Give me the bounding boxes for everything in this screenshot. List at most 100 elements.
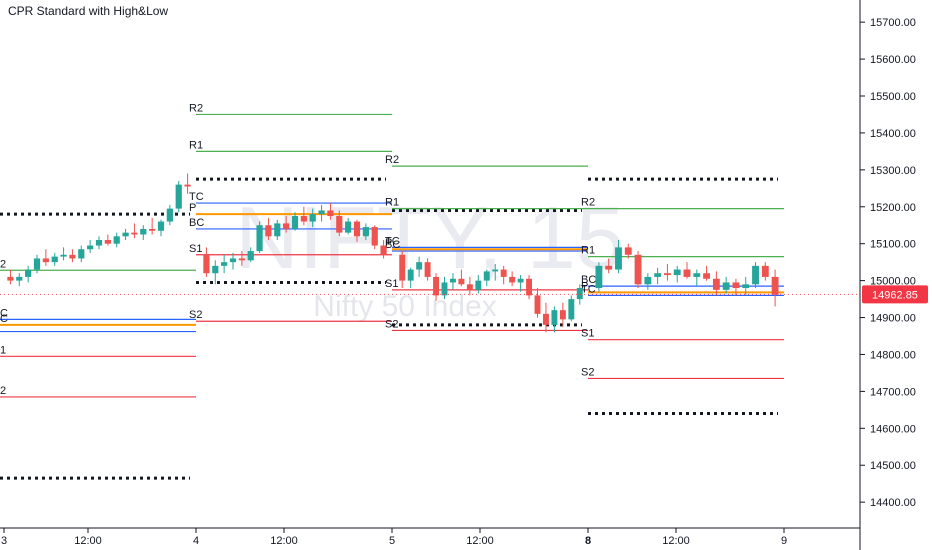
level-r1-label: R1 [385, 197, 399, 209]
candle-body [221, 262, 228, 266]
axes [0, 0, 861, 550]
price-tick-label: 15700.00 [870, 17, 916, 29]
candle-body [551, 310, 558, 325]
candle-body [466, 284, 473, 290]
candle-body [703, 273, 711, 279]
candle-body [104, 240, 111, 244]
price-tick-label: 14700.00 [870, 386, 916, 398]
candle-body [25, 269, 32, 277]
candle-body [683, 269, 691, 277]
candle-body [742, 284, 750, 288]
time-tick-label: 5 [389, 535, 395, 547]
price-axis[interactable]: 15700.00 15600.00 15500.00 15400.00 15300.00… [860, 17, 916, 509]
candle-body [166, 208, 173, 222]
candle-body [458, 278, 465, 285]
level-s1-label: S1 [385, 278, 398, 290]
level-p-label: P [189, 202, 196, 214]
candle-body [761, 265, 769, 277]
candle-body [605, 265, 613, 270]
candle-body [712, 278, 720, 290]
candle-body [517, 278, 524, 283]
candle-body [318, 210, 325, 215]
candle-body [615, 247, 622, 270]
level-label-truncated: 2 [0, 258, 6, 270]
candle-body [752, 265, 759, 285]
watermark: NIFTY, 15 Nifty 50 Index [235, 188, 625, 323]
candle-body [722, 282, 730, 290]
watermark-name: Nifty 50 Index [313, 290, 496, 323]
level-r1-label: R1 [581, 245, 595, 257]
candle-body [140, 228, 147, 235]
time-tick-label: 3 [1, 535, 7, 547]
level-bc-label: BC [581, 274, 596, 286]
time-tick-label: 12:00 [74, 535, 102, 547]
candle-body [265, 225, 272, 237]
level-r2-label: R2 [581, 197, 595, 209]
cpr-levels: R2R1TCPBCS1S2R2R1TCPBCS1S2R2R1BCPTCS1S22… [0, 102, 784, 480]
level-p-label: P [581, 280, 588, 292]
level-tc-label: TC [385, 235, 400, 247]
candle-body [416, 262, 423, 270]
candle-body [69, 254, 76, 259]
level-s2-label: S2 [581, 366, 594, 378]
candle-body [732, 282, 740, 288]
candle-body [175, 184, 182, 209]
time-tick-label: 8 [585, 535, 591, 547]
candle-body [78, 249, 85, 259]
candle-body [673, 269, 681, 276]
candle-body [663, 273, 671, 276]
candle-body [433, 276, 440, 296]
candle-body [274, 223, 281, 237]
last-price-badge [862, 285, 928, 304]
time-tick-label: 9 [781, 535, 787, 547]
price-tick-label: 15400.00 [870, 128, 916, 140]
candle-body [16, 276, 23, 281]
candle-body [424, 262, 431, 277]
candle-body [157, 221, 165, 231]
time-tick-label: 12:00 [466, 535, 494, 547]
level-s2-label: S2 [189, 309, 202, 321]
level-s2-label: S2 [385, 318, 398, 330]
candle-body [644, 276, 652, 285]
candle-body [122, 232, 129, 237]
candle-body [771, 276, 779, 295]
price-tick-label: 15000.00 [870, 276, 916, 288]
level-tc-label: TC [581, 283, 596, 295]
candle-body [483, 271, 490, 281]
candle-body [60, 254, 67, 257]
level-s1-label: S1 [189, 243, 202, 255]
candle-body [149, 228, 156, 231]
time-tick-label: 12:00 [662, 535, 690, 547]
candle-body [238, 258, 245, 261]
candle-body [559, 310, 566, 320]
candle-body [634, 254, 642, 285]
price-tick-label: 14900.00 [870, 313, 916, 325]
candle-body [229, 258, 237, 263]
candle-body [654, 273, 662, 277]
candle-body [7, 276, 14, 281]
level-s1-label: S1 [581, 328, 594, 340]
candle-body [300, 216, 307, 222]
level-tc-label: TC [189, 191, 204, 203]
level-r2-label: R2 [385, 154, 399, 166]
level-r2-label: R2 [189, 102, 203, 114]
candle-body [345, 221, 352, 233]
candle-body [399, 254, 406, 281]
candle-body [309, 214, 316, 222]
candle-body [449, 278, 456, 283]
candles [7, 173, 779, 333]
indicator-title: CPR Standard with High&Low [8, 4, 169, 18]
candle-body [131, 232, 138, 235]
candle-body [353, 221, 361, 237]
level-label-truncated: 2 [0, 385, 6, 397]
candle-body [336, 216, 343, 233]
candle-body [184, 184, 191, 187]
last-price-label: 14962.85 [872, 289, 918, 301]
candle-body [526, 278, 533, 296]
candle-body [42, 258, 49, 263]
candle-body [475, 280, 482, 290]
level-bc-label: BC [189, 217, 204, 229]
price-tick-label: 15200.00 [870, 202, 916, 214]
time-axis[interactable]: 3 12:00 4 12:00 5 12:00 8 12:00 9 [1, 528, 787, 547]
